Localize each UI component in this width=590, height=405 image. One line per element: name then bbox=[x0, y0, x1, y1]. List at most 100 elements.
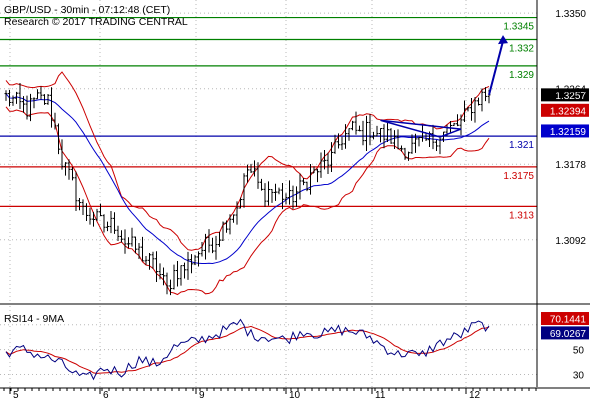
rsi-box-bg bbox=[541, 326, 589, 340]
rsi-title: RSI14 - 9MA bbox=[4, 313, 64, 325]
price-bar bbox=[351, 120, 354, 131]
price-bar bbox=[361, 120, 365, 146]
price-bar bbox=[158, 263, 162, 280]
time-tick-label: 10 bbox=[289, 390, 301, 400]
price-bar bbox=[396, 129, 400, 150]
chart-symbol-line: GBP/USD - 30min - 07:12:48 (CET) bbox=[4, 4, 170, 16]
price-bar bbox=[232, 214, 235, 223]
price-bar bbox=[288, 180, 291, 205]
price-bar bbox=[172, 264, 176, 290]
price-bar bbox=[386, 122, 389, 142]
price-bar bbox=[470, 98, 473, 121]
price-bar bbox=[179, 265, 183, 286]
price-bar bbox=[235, 201, 239, 225]
price-bar bbox=[270, 189, 274, 203]
price-bar bbox=[228, 214, 232, 235]
price-bar bbox=[134, 236, 137, 254]
price-bar bbox=[53, 112, 57, 130]
price-bar bbox=[365, 115, 368, 151]
price-bar bbox=[323, 150, 326, 170]
price-bar bbox=[64, 162, 67, 176]
price-bar bbox=[239, 197, 242, 209]
moving-average-line bbox=[5, 93, 490, 265]
price-box-bg bbox=[541, 103, 589, 117]
level-label-target: 1.329 bbox=[509, 70, 534, 81]
price-bar bbox=[127, 237, 130, 249]
price-bar bbox=[211, 237, 214, 254]
rsi-lines bbox=[5, 318, 490, 381]
price-bar bbox=[71, 166, 74, 181]
price-tick-label: 1.3264 bbox=[555, 85, 586, 96]
price-bar bbox=[95, 208, 99, 221]
price-bar bbox=[57, 123, 60, 155]
rsi-box-bg bbox=[541, 312, 589, 326]
price-bar bbox=[204, 233, 207, 260]
price-bar bbox=[29, 93, 32, 122]
pattern-overlay bbox=[380, 35, 508, 138]
price-bar bbox=[15, 91, 18, 104]
price-bar bbox=[22, 96, 25, 113]
price-box-bg bbox=[541, 88, 589, 102]
price-bar bbox=[431, 124, 435, 150]
time-tick-label: 12 bbox=[469, 390, 481, 400]
price-tick-label: 1.3178 bbox=[555, 160, 586, 171]
price-bar bbox=[284, 193, 288, 205]
price-bar bbox=[253, 160, 256, 177]
price-bar bbox=[85, 203, 88, 221]
price-bar bbox=[337, 133, 340, 149]
price-bar bbox=[50, 87, 53, 128]
price-bar bbox=[169, 279, 172, 296]
price-bar bbox=[36, 89, 39, 100]
rsi-box-rsi: 69.0267 bbox=[541, 326, 589, 340]
price-bar bbox=[302, 177, 305, 186]
price-bar bbox=[99, 203, 102, 217]
price-bar bbox=[113, 212, 116, 234]
price-bar bbox=[305, 181, 309, 192]
price-tick-label: 1.3092 bbox=[555, 236, 586, 247]
price-bar bbox=[372, 131, 375, 140]
rsi-box-ma: 70.1441 bbox=[541, 312, 589, 326]
price-bar bbox=[186, 251, 190, 280]
rsi-box-label: 70.1441 bbox=[550, 315, 587, 326]
price-bar bbox=[463, 100, 466, 122]
price-bar bbox=[225, 220, 228, 233]
price-bar bbox=[277, 187, 281, 195]
price-bar bbox=[246, 164, 249, 183]
price-bar bbox=[274, 183, 277, 201]
price-bar bbox=[242, 173, 246, 208]
price-bar bbox=[312, 166, 316, 174]
price-bar bbox=[46, 94, 50, 105]
price-bar bbox=[382, 124, 386, 149]
rsi-grid bbox=[0, 306, 537, 387]
price-bar bbox=[291, 185, 295, 209]
price-bars bbox=[4, 82, 491, 296]
price-bar bbox=[456, 114, 459, 127]
triangle-pattern bbox=[380, 119, 462, 138]
price-bar bbox=[155, 251, 158, 283]
level-label-support: 1.3175 bbox=[503, 171, 534, 182]
price-tick-label: 1.3350 bbox=[555, 9, 586, 20]
price-box-pivot: 1.32159 bbox=[541, 124, 589, 138]
price-bar bbox=[88, 207, 92, 225]
price-bar bbox=[473, 97, 477, 123]
price-bar bbox=[106, 221, 109, 232]
price-bar bbox=[148, 252, 151, 270]
price-bar bbox=[260, 178, 263, 191]
price-bar bbox=[221, 221, 225, 242]
levels-layer: 1.3345 1.332 1.329 1.321 1.3175 1.313 bbox=[0, 16, 537, 221]
price-bar bbox=[414, 133, 417, 153]
price-bar bbox=[200, 242, 204, 257]
level-label-support: 1.313 bbox=[509, 210, 534, 221]
price-bar bbox=[295, 186, 298, 207]
price-bar bbox=[25, 95, 29, 120]
price-bar bbox=[4, 90, 8, 101]
price-bar bbox=[263, 183, 267, 207]
level-label-target: 1.3345 bbox=[503, 22, 534, 33]
chart-copyright-line: Research © 2017 TRADING CENTRAL bbox=[4, 16, 188, 28]
price-box-label: 1.3257 bbox=[555, 91, 586, 102]
price-bar bbox=[435, 139, 438, 152]
price-bar bbox=[358, 125, 361, 132]
price-bar bbox=[162, 267, 165, 286]
price-bar bbox=[403, 147, 407, 160]
price-bar bbox=[393, 130, 396, 150]
